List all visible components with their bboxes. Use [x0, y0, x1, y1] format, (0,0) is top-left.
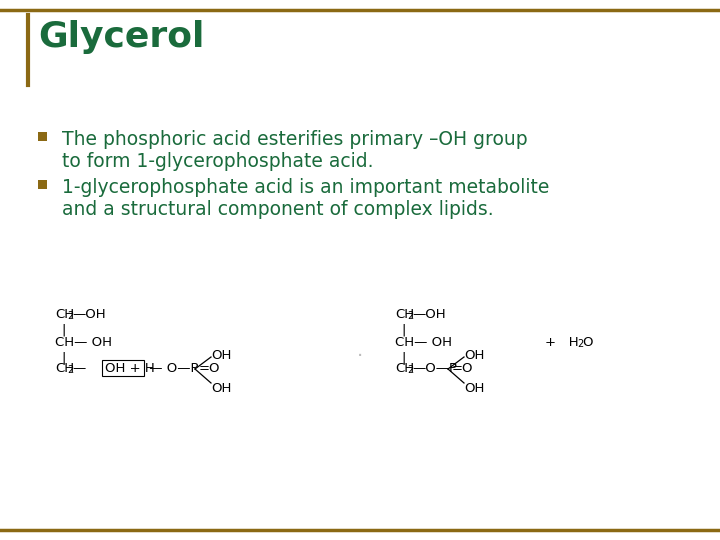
Bar	[102, 360, 144, 376]
Text: CH: CH	[55, 308, 74, 321]
Text: |: |	[401, 324, 405, 337]
Text: OH: OH	[211, 349, 231, 362]
Text: |: |	[401, 352, 405, 365]
Text: =O: =O	[199, 362, 220, 375]
Text: |: |	[61, 324, 66, 337]
Text: to form 1-glycerophosphate acid.: to form 1-glycerophosphate acid.	[62, 152, 374, 171]
Text: CH: CH	[395, 362, 414, 375]
Text: OH + H: OH + H	[105, 362, 155, 375]
Bar	[38, 180, 47, 189]
Text: OH: OH	[464, 349, 485, 362]
Text: |: |	[61, 352, 66, 365]
Text: CH: CH	[395, 308, 414, 321]
Text: 1-glycerophosphate acid is an important metabolite: 1-glycerophosphate acid is an important …	[62, 178, 549, 197]
Text: .: .	[357, 341, 363, 360]
Text: The phosphoric acid esterifies primary –OH group: The phosphoric acid esterifies primary –…	[62, 130, 528, 149]
Text: 2: 2	[408, 365, 414, 375]
Text: =O: =O	[452, 362, 474, 375]
Text: +   H: + H	[545, 336, 579, 349]
Text: Glycerol: Glycerol	[38, 20, 204, 54]
Text: O: O	[582, 336, 593, 349]
Text: — O—P: — O—P	[145, 362, 199, 375]
Text: 2: 2	[408, 311, 414, 321]
Text: —: —	[73, 362, 86, 375]
Text: 2: 2	[68, 365, 73, 375]
Text: CH: CH	[55, 362, 74, 375]
Bar	[38, 132, 47, 141]
Text: OH: OH	[211, 382, 231, 395]
Text: 2: 2	[68, 311, 73, 321]
Text: and a structural component of complex lipids.: and a structural component of complex li…	[62, 200, 494, 219]
Text: CH— OH: CH— OH	[55, 336, 112, 349]
Text: OH: OH	[464, 382, 485, 395]
Text: —OH: —OH	[413, 308, 446, 321]
Text: 2: 2	[577, 339, 583, 349]
Text: CH— OH: CH— OH	[395, 336, 452, 349]
Text: —O—P: —O—P	[413, 362, 457, 375]
Text: —OH: —OH	[73, 308, 106, 321]
